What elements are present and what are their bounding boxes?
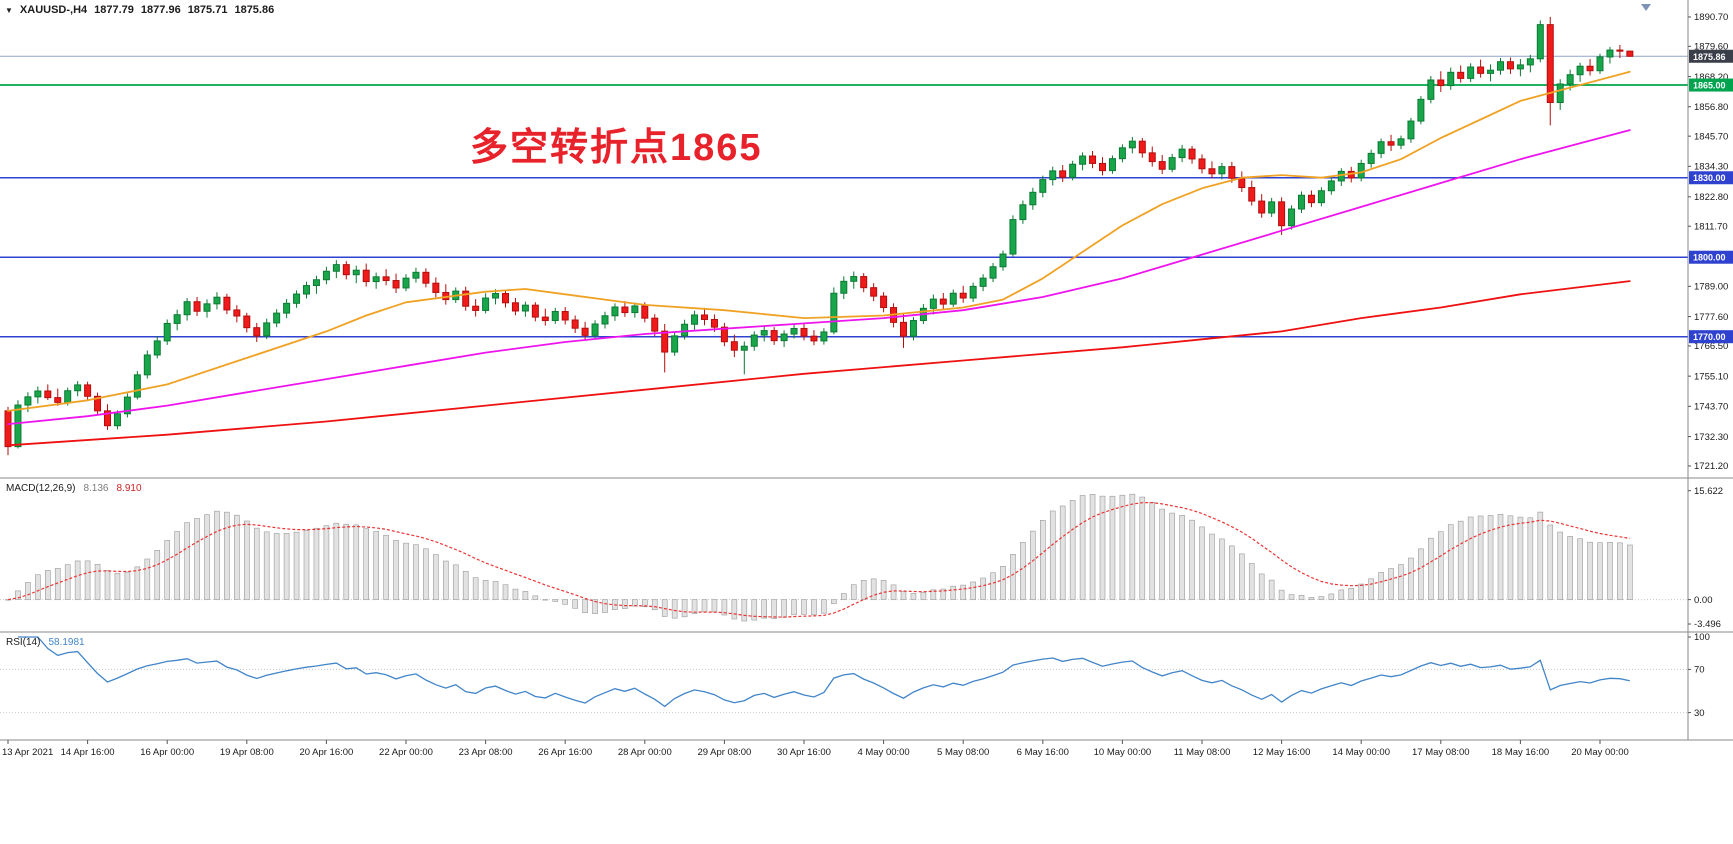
svg-text:18 May 16:00: 18 May 16:00 <box>1492 747 1550 758</box>
rsi-panel[interactable] <box>0 632 1688 740</box>
svg-text:1800.00: 1800.00 <box>1693 253 1726 263</box>
svg-text:1770.00: 1770.00 <box>1693 332 1726 342</box>
chart-header: ▼ XAUUSD-,H4 1877.79 1877.96 1875.71 187… <box>5 4 274 16</box>
ohlc-open: 1877.79 <box>94 4 134 16</box>
svg-text:16 Apr 00:00: 16 Apr 00:00 <box>140 747 194 758</box>
svg-text:1890.70: 1890.70 <box>1694 12 1728 23</box>
rsi-name: RSI(14) <box>6 637 41 648</box>
svg-text:1830.00: 1830.00 <box>1693 173 1726 183</box>
macd-name: MACD(12,26,9) <box>6 483 76 494</box>
svg-text:1822.80: 1822.80 <box>1694 192 1728 203</box>
svg-text:1865.00: 1865.00 <box>1693 81 1726 91</box>
svg-text:1777.60: 1777.60 <box>1694 312 1728 323</box>
svg-text:23 Apr 08:00: 23 Apr 08:00 <box>459 747 513 758</box>
ohlc-low: 1875.71 <box>187 4 228 16</box>
svg-text:14 May 00:00: 14 May 00:00 <box>1332 747 1390 758</box>
svg-text:4 May 00:00: 4 May 00:00 <box>857 747 909 758</box>
symbol-timeframe: XAUUSD-,H4 <box>19 4 88 16</box>
svg-text:13 Apr 2021: 13 Apr 2021 <box>2 747 53 758</box>
svg-text:1868.20: 1868.20 <box>1694 72 1728 83</box>
svg-text:20 Apr 16:00: 20 Apr 16:00 <box>299 747 353 758</box>
macd-panel[interactable] <box>0 478 1688 632</box>
svg-text:11 May 08:00: 11 May 08:00 <box>1174 747 1231 758</box>
svg-text:12 May 16:00: 12 May 16:00 <box>1253 747 1311 758</box>
svg-text:1789.00: 1789.00 <box>1694 282 1728 293</box>
svg-text:-3.496: -3.496 <box>1694 619 1721 630</box>
time-axis[interactable] <box>0 740 1688 764</box>
svg-text:15.622: 15.622 <box>1694 486 1723 497</box>
macd-signal-value: 8.910 <box>116 483 142 494</box>
svg-text:26 Apr 16:00: 26 Apr 16:00 <box>538 747 592 758</box>
svg-text:22 Apr 00:00: 22 Apr 00:00 <box>379 747 433 758</box>
price-axis[interactable] <box>1688 0 1733 740</box>
svg-text:1755.10: 1755.10 <box>1694 371 1728 382</box>
macd-main-value: 8.136 <box>83 483 109 494</box>
macd-indicator-label: MACD(12,26,9) 8.136 8.910 <box>6 483 142 494</box>
svg-text:100: 100 <box>1694 632 1710 643</box>
svg-text:1721.20: 1721.20 <box>1694 461 1728 472</box>
svg-text:30: 30 <box>1694 708 1705 719</box>
svg-text:1743.70: 1743.70 <box>1694 402 1728 413</box>
svg-text:17 May 08:00: 17 May 08:00 <box>1412 747 1470 758</box>
svg-text:1766.50: 1766.50 <box>1694 341 1728 352</box>
main-chart-area[interactable] <box>0 0 1688 478</box>
svg-text:30 Apr 16:00: 30 Apr 16:00 <box>777 747 831 758</box>
svg-text:5 May 08:00: 5 May 08:00 <box>937 747 989 758</box>
svg-text:6 May 16:00: 6 May 16:00 <box>1017 747 1069 758</box>
symbol-dropdown-icon[interactable]: ▼ <box>5 5 13 15</box>
rsi-value: 58.1981 <box>48 637 85 648</box>
svg-text:19 Apr 08:00: 19 Apr 08:00 <box>220 747 274 758</box>
svg-text:1879.60: 1879.60 <box>1694 42 1728 53</box>
svg-text:0.00: 0.00 <box>1694 595 1713 606</box>
rsi-indicator-label: RSI(14) 58.1981 <box>6 637 85 648</box>
svg-text:1856.80: 1856.80 <box>1694 102 1728 113</box>
svg-text:20 May 00:00: 20 May 00:00 <box>1571 747 1629 758</box>
svg-text:14 Apr 16:00: 14 Apr 16:00 <box>61 747 115 758</box>
svg-text:29 Apr 08:00: 29 Apr 08:00 <box>697 747 751 758</box>
svg-text:70: 70 <box>1694 665 1705 676</box>
svg-text:1875.86: 1875.86 <box>1693 52 1726 62</box>
svg-text:1845.70: 1845.70 <box>1694 131 1728 142</box>
svg-text:10 May 00:00: 10 May 00:00 <box>1094 747 1152 758</box>
svg-text:1834.30: 1834.30 <box>1694 162 1728 173</box>
svg-text:1732.30: 1732.30 <box>1694 432 1728 443</box>
svg-text:28 Apr 00:00: 28 Apr 00:00 <box>618 747 672 758</box>
annotation-text: 多空转折点1865 <box>470 127 763 169</box>
ohlc-high: 1877.96 <box>140 4 181 16</box>
ohlc-close: 1875.86 <box>234 4 275 16</box>
svg-text:1811.70: 1811.70 <box>1694 221 1728 232</box>
